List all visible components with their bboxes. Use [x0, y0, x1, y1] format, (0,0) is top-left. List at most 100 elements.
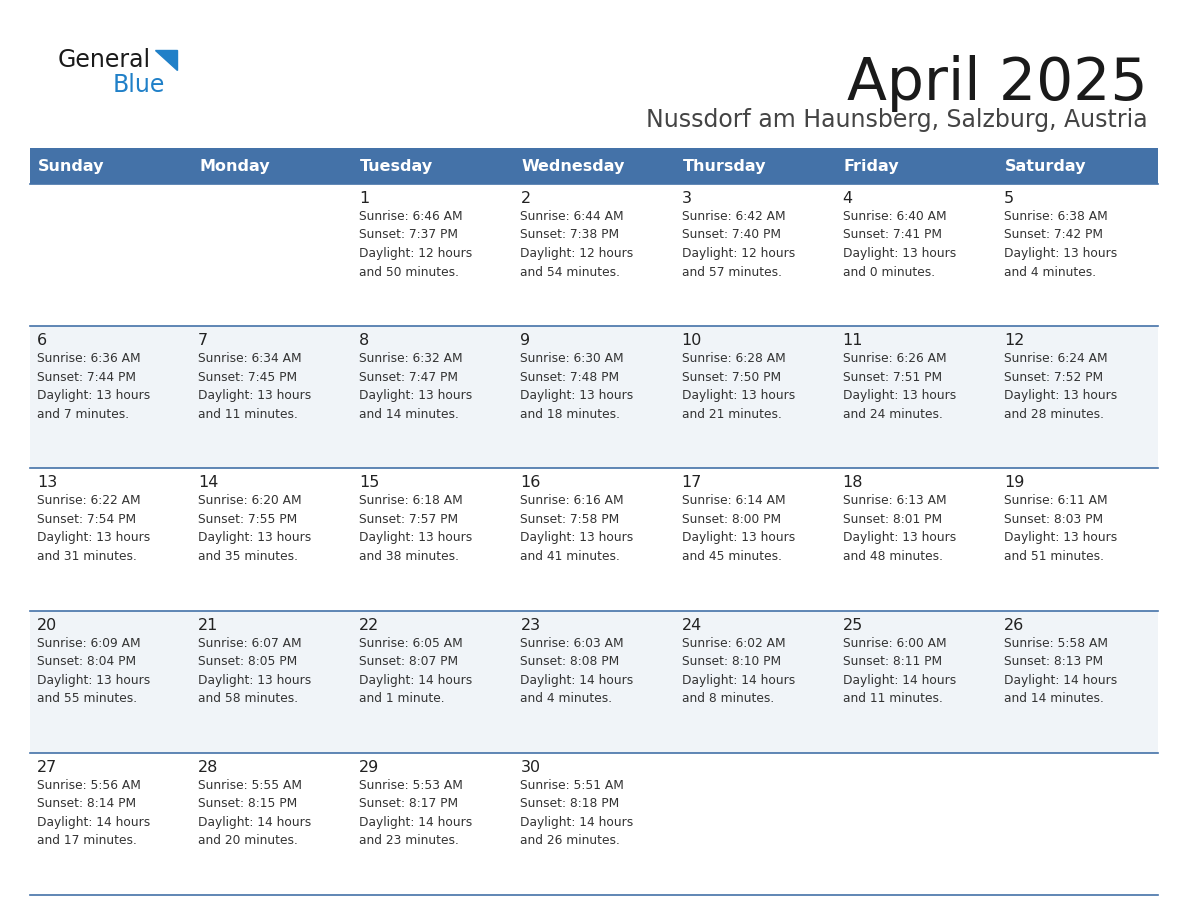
Text: 8: 8: [359, 333, 369, 348]
Text: Sunrise: 6:28 AM
Sunset: 7:50 PM
Daylight: 13 hours
and 21 minutes.: Sunrise: 6:28 AM Sunset: 7:50 PM Dayligh…: [682, 353, 795, 420]
Text: Sunrise: 6:13 AM
Sunset: 8:01 PM
Daylight: 13 hours
and 48 minutes.: Sunrise: 6:13 AM Sunset: 8:01 PM Dayligh…: [842, 495, 956, 563]
Text: Sunrise: 6:22 AM
Sunset: 7:54 PM
Daylight: 13 hours
and 31 minutes.: Sunrise: 6:22 AM Sunset: 7:54 PM Dayligh…: [37, 495, 150, 563]
Text: 29: 29: [359, 760, 379, 775]
Text: 25: 25: [842, 618, 862, 633]
Bar: [835, 610, 997, 753]
Text: Sunrise: 6:36 AM
Sunset: 7:44 PM
Daylight: 13 hours
and 7 minutes.: Sunrise: 6:36 AM Sunset: 7:44 PM Dayligh…: [37, 353, 150, 420]
Text: 16: 16: [520, 476, 541, 490]
Text: Sunrise: 6:30 AM
Sunset: 7:48 PM
Daylight: 13 hours
and 18 minutes.: Sunrise: 6:30 AM Sunset: 7:48 PM Dayligh…: [520, 353, 633, 420]
Bar: [191, 468, 353, 610]
Text: Sunrise: 6:26 AM
Sunset: 7:51 PM
Daylight: 13 hours
and 24 minutes.: Sunrise: 6:26 AM Sunset: 7:51 PM Dayligh…: [842, 353, 956, 420]
Text: Sunrise: 6:32 AM
Sunset: 7:47 PM
Daylight: 13 hours
and 14 minutes.: Sunrise: 6:32 AM Sunset: 7:47 PM Dayligh…: [359, 353, 473, 420]
Bar: [353, 184, 513, 326]
Text: 21: 21: [198, 618, 219, 633]
Text: 15: 15: [359, 476, 380, 490]
Text: Blue: Blue: [113, 73, 165, 97]
Text: General: General: [58, 48, 151, 72]
Text: Sunrise: 6:00 AM
Sunset: 8:11 PM
Daylight: 14 hours
and 11 minutes.: Sunrise: 6:00 AM Sunset: 8:11 PM Dayligh…: [842, 636, 956, 705]
Text: 14: 14: [198, 476, 219, 490]
Bar: [513, 148, 675, 184]
Bar: [353, 610, 513, 753]
Text: Thursday: Thursday: [683, 159, 766, 174]
Text: Sunrise: 6:24 AM
Sunset: 7:52 PM
Daylight: 13 hours
and 28 minutes.: Sunrise: 6:24 AM Sunset: 7:52 PM Dayligh…: [1004, 353, 1117, 420]
Bar: [191, 184, 353, 326]
Text: 17: 17: [682, 476, 702, 490]
Text: 5: 5: [1004, 191, 1015, 206]
Text: 19: 19: [1004, 476, 1024, 490]
Text: 3: 3: [682, 191, 691, 206]
Text: Friday: Friday: [843, 159, 899, 174]
Polygon shape: [154, 50, 177, 70]
Text: Sunrise: 6:40 AM
Sunset: 7:41 PM
Daylight: 13 hours
and 0 minutes.: Sunrise: 6:40 AM Sunset: 7:41 PM Dayligh…: [842, 210, 956, 278]
Bar: [835, 468, 997, 610]
Bar: [835, 326, 997, 468]
Bar: [30, 468, 191, 610]
Text: Sunrise: 6:34 AM
Sunset: 7:45 PM
Daylight: 13 hours
and 11 minutes.: Sunrise: 6:34 AM Sunset: 7:45 PM Dayligh…: [198, 353, 311, 420]
Bar: [997, 468, 1158, 610]
Text: 23: 23: [520, 618, 541, 633]
Text: Sunday: Sunday: [38, 159, 105, 174]
Text: 11: 11: [842, 333, 864, 348]
Bar: [191, 148, 353, 184]
Bar: [191, 610, 353, 753]
Text: Tuesday: Tuesday: [360, 159, 434, 174]
Bar: [513, 184, 675, 326]
Bar: [513, 326, 675, 468]
Bar: [513, 610, 675, 753]
Text: Sunrise: 6:46 AM
Sunset: 7:37 PM
Daylight: 12 hours
and 50 minutes.: Sunrise: 6:46 AM Sunset: 7:37 PM Dayligh…: [359, 210, 473, 278]
Text: Sunrise: 6:38 AM
Sunset: 7:42 PM
Daylight: 13 hours
and 4 minutes.: Sunrise: 6:38 AM Sunset: 7:42 PM Dayligh…: [1004, 210, 1117, 278]
Text: Sunrise: 6:07 AM
Sunset: 8:05 PM
Daylight: 13 hours
and 58 minutes.: Sunrise: 6:07 AM Sunset: 8:05 PM Dayligh…: [198, 636, 311, 705]
Text: 7: 7: [198, 333, 208, 348]
Text: Sunrise: 6:20 AM
Sunset: 7:55 PM
Daylight: 13 hours
and 35 minutes.: Sunrise: 6:20 AM Sunset: 7:55 PM Dayligh…: [198, 495, 311, 563]
Bar: [353, 753, 513, 895]
Text: 30: 30: [520, 760, 541, 775]
Text: Sunrise: 5:55 AM
Sunset: 8:15 PM
Daylight: 14 hours
and 20 minutes.: Sunrise: 5:55 AM Sunset: 8:15 PM Dayligh…: [198, 778, 311, 847]
Text: 20: 20: [37, 618, 57, 633]
Text: Sunrise: 6:44 AM
Sunset: 7:38 PM
Daylight: 12 hours
and 54 minutes.: Sunrise: 6:44 AM Sunset: 7:38 PM Dayligh…: [520, 210, 633, 278]
Bar: [353, 468, 513, 610]
Text: 26: 26: [1004, 618, 1024, 633]
Bar: [835, 753, 997, 895]
Text: 9: 9: [520, 333, 531, 348]
Bar: [675, 468, 835, 610]
Text: 22: 22: [359, 618, 379, 633]
Text: 2: 2: [520, 191, 531, 206]
Bar: [191, 753, 353, 895]
Text: 18: 18: [842, 476, 864, 490]
Bar: [191, 326, 353, 468]
Bar: [513, 753, 675, 895]
Text: Sunrise: 6:42 AM
Sunset: 7:40 PM
Daylight: 12 hours
and 57 minutes.: Sunrise: 6:42 AM Sunset: 7:40 PM Dayligh…: [682, 210, 795, 278]
Bar: [997, 753, 1158, 895]
Bar: [997, 184, 1158, 326]
Bar: [835, 148, 997, 184]
Text: Wednesday: Wednesday: [522, 159, 625, 174]
Bar: [30, 148, 191, 184]
Text: April 2025: April 2025: [847, 55, 1148, 112]
Text: Sunrise: 6:03 AM
Sunset: 8:08 PM
Daylight: 14 hours
and 4 minutes.: Sunrise: 6:03 AM Sunset: 8:08 PM Dayligh…: [520, 636, 633, 705]
Text: Sunrise: 5:56 AM
Sunset: 8:14 PM
Daylight: 14 hours
and 17 minutes.: Sunrise: 5:56 AM Sunset: 8:14 PM Dayligh…: [37, 778, 150, 847]
Bar: [353, 148, 513, 184]
Bar: [675, 326, 835, 468]
Bar: [675, 610, 835, 753]
Bar: [353, 326, 513, 468]
Bar: [675, 148, 835, 184]
Text: 27: 27: [37, 760, 57, 775]
Text: Sunrise: 6:02 AM
Sunset: 8:10 PM
Daylight: 14 hours
and 8 minutes.: Sunrise: 6:02 AM Sunset: 8:10 PM Dayligh…: [682, 636, 795, 705]
Text: Sunrise: 5:51 AM
Sunset: 8:18 PM
Daylight: 14 hours
and 26 minutes.: Sunrise: 5:51 AM Sunset: 8:18 PM Dayligh…: [520, 778, 633, 847]
Bar: [513, 468, 675, 610]
Text: 6: 6: [37, 333, 48, 348]
Bar: [835, 184, 997, 326]
Text: Sunrise: 6:05 AM
Sunset: 8:07 PM
Daylight: 14 hours
and 1 minute.: Sunrise: 6:05 AM Sunset: 8:07 PM Dayligh…: [359, 636, 473, 705]
Text: 10: 10: [682, 333, 702, 348]
Text: Monday: Monday: [200, 159, 270, 174]
Text: Sunrise: 6:11 AM
Sunset: 8:03 PM
Daylight: 13 hours
and 51 minutes.: Sunrise: 6:11 AM Sunset: 8:03 PM Dayligh…: [1004, 495, 1117, 563]
Text: 13: 13: [37, 476, 57, 490]
Text: 4: 4: [842, 191, 853, 206]
Bar: [30, 610, 191, 753]
Text: Sunrise: 6:18 AM
Sunset: 7:57 PM
Daylight: 13 hours
and 38 minutes.: Sunrise: 6:18 AM Sunset: 7:57 PM Dayligh…: [359, 495, 473, 563]
Bar: [30, 184, 191, 326]
Bar: [675, 184, 835, 326]
Bar: [30, 326, 191, 468]
Text: Saturday: Saturday: [1005, 159, 1086, 174]
Bar: [675, 753, 835, 895]
